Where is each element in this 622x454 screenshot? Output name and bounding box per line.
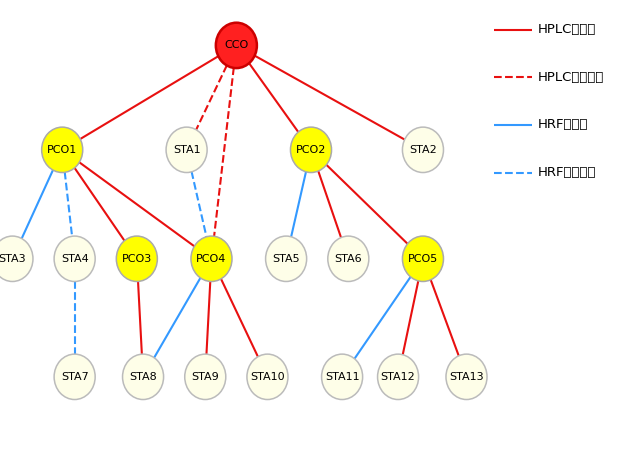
Text: HPLC备份路径: HPLC备份路径 — [538, 71, 605, 84]
Ellipse shape — [54, 354, 95, 400]
Text: STA2: STA2 — [409, 145, 437, 155]
Text: PCO1: PCO1 — [47, 145, 77, 155]
Text: STA6: STA6 — [335, 254, 362, 264]
Text: STA13: STA13 — [449, 372, 484, 382]
Ellipse shape — [446, 354, 487, 400]
Ellipse shape — [166, 127, 207, 173]
Text: STA7: STA7 — [61, 372, 88, 382]
Text: STA10: STA10 — [250, 372, 285, 382]
Ellipse shape — [322, 354, 363, 400]
Ellipse shape — [216, 23, 257, 68]
Text: STA12: STA12 — [381, 372, 415, 382]
Text: STA1: STA1 — [173, 145, 200, 155]
Text: STA3: STA3 — [0, 254, 26, 264]
Ellipse shape — [328, 236, 369, 281]
Ellipse shape — [123, 354, 164, 400]
Text: HRF主路径: HRF主路径 — [538, 118, 588, 131]
Text: STA8: STA8 — [129, 372, 157, 382]
Ellipse shape — [42, 127, 83, 173]
Text: PCO3: PCO3 — [122, 254, 152, 264]
Ellipse shape — [378, 354, 419, 400]
Text: CCO: CCO — [225, 40, 248, 50]
Text: PCO5: PCO5 — [408, 254, 438, 264]
Text: PCO2: PCO2 — [296, 145, 326, 155]
Ellipse shape — [247, 354, 288, 400]
Text: HPLC主路径: HPLC主路径 — [538, 23, 596, 36]
Text: STA4: STA4 — [61, 254, 88, 264]
Text: STA11: STA11 — [325, 372, 360, 382]
Ellipse shape — [0, 236, 33, 281]
Ellipse shape — [185, 354, 226, 400]
Text: HRF备份路径: HRF备份路径 — [538, 166, 596, 179]
Ellipse shape — [402, 127, 443, 173]
Text: PCO4: PCO4 — [197, 254, 226, 264]
Ellipse shape — [266, 236, 307, 281]
Text: STA9: STA9 — [192, 372, 219, 382]
Ellipse shape — [54, 236, 95, 281]
Ellipse shape — [191, 236, 232, 281]
Ellipse shape — [402, 236, 443, 281]
Ellipse shape — [290, 127, 332, 173]
Text: STA5: STA5 — [272, 254, 300, 264]
Ellipse shape — [116, 236, 157, 281]
